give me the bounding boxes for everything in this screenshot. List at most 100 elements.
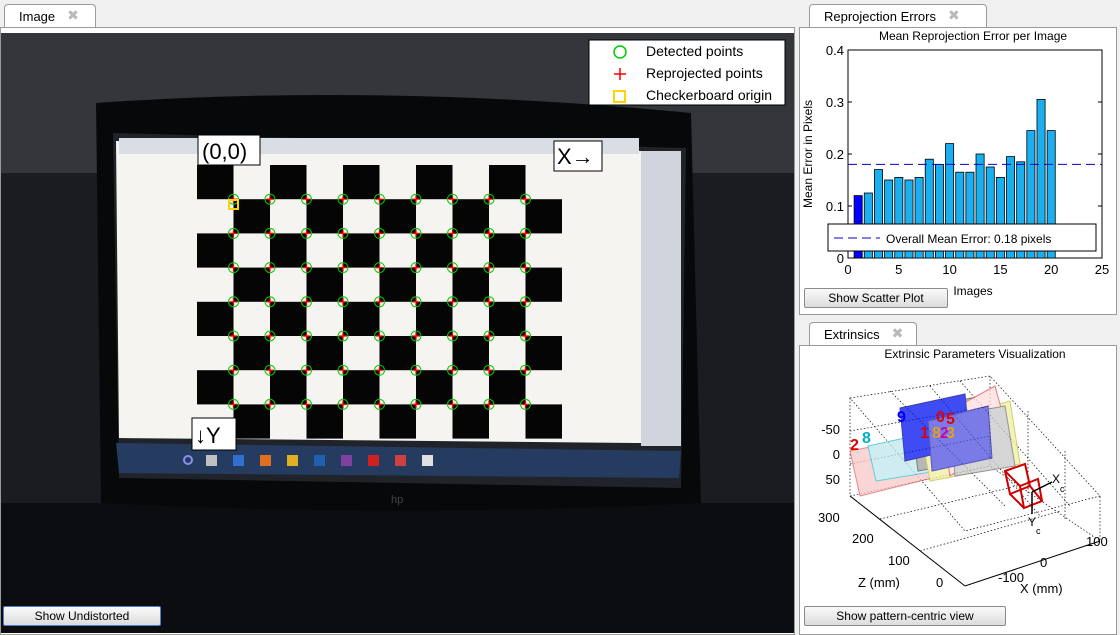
y-axis-label: ↓Y <box>195 423 221 448</box>
tab-image[interactable]: Image ✖ <box>4 4 96 27</box>
reprojected-point <box>412 297 420 306</box>
laptop-logo: hp <box>391 494 403 506</box>
show-pattern-centric-view-button[interactable]: Show pattern-centric view <box>804 606 1006 626</box>
error-bar[interactable] <box>884 179 894 259</box>
reprojected-point <box>229 263 238 272</box>
reprojected-point <box>339 195 347 204</box>
reprojected-point <box>302 195 311 204</box>
error-bar[interactable] <box>924 158 934 259</box>
checker-square <box>233 336 270 371</box>
checker-square <box>306 199 343 234</box>
camera-axes-icon <box>1031 481 1053 514</box>
detected-point <box>410 296 422 308</box>
y-tick-label: 0 <box>837 251 844 266</box>
checker-square <box>489 233 526 268</box>
error-bar[interactable] <box>914 176 924 259</box>
reprojected-point <box>229 229 238 238</box>
detected-point <box>374 364 385 376</box>
plane-label: 1 <box>920 425 929 442</box>
checker-square <box>343 370 380 405</box>
error-bar[interactable] <box>874 169 883 259</box>
checker-square <box>452 267 489 302</box>
reprojected-point <box>339 332 347 340</box>
z-axis-title: Z (mm) <box>858 575 900 590</box>
reprojected-point <box>229 332 238 340</box>
tab-extrinsics[interactable]: Extrinsics ✖ <box>809 322 917 345</box>
error-bar[interactable] <box>1006 156 1016 259</box>
close-icon[interactable]: ✖ <box>891 326 904 342</box>
plane <box>927 405 993 472</box>
detected-point <box>447 227 458 239</box>
detected-point <box>447 296 458 308</box>
reprojected-point <box>266 400 274 409</box>
x-axis-title: Images <box>953 284 992 298</box>
show-undistorted-button[interactable]: Show Undistorted <box>3 606 161 626</box>
extrinsics-chart: Extrinsic Parameters Visualization 2 891 8… <box>818 347 1108 596</box>
taskbar-app-icon <box>395 455 406 466</box>
calibration-image: hp (0,0) X→ ↓Y Detected points Reproject… <box>1 33 794 633</box>
reprojected-point <box>521 229 530 238</box>
reprojected-point <box>412 263 420 272</box>
detected-point <box>374 296 385 308</box>
detected-point <box>264 330 276 342</box>
reprojected-point <box>448 400 457 409</box>
camera-y-label: Y <box>1028 515 1036 529</box>
mean-legend-box <box>827 223 1097 252</box>
checker-square <box>416 165 453 200</box>
checker-square <box>489 370 526 405</box>
x-tick-label: 25 <box>1095 262 1109 277</box>
checker-square <box>525 199 562 234</box>
error-bar[interactable] <box>1026 130 1036 259</box>
detected-point <box>264 364 276 376</box>
reprojected-point <box>229 400 238 409</box>
mean-legend-label: Overall Mean Error: 0.18 pixels <box>886 232 1051 246</box>
y-axis-title: Mean Error in Pixels <box>801 100 815 208</box>
tab-reprojection-errors[interactable]: Reprojection Errors ✖ <box>809 4 987 27</box>
reprojected-point <box>485 366 493 375</box>
reprojected-point <box>521 195 530 204</box>
checker-square <box>270 233 307 268</box>
detected-point <box>301 262 312 274</box>
reprojected-point <box>302 332 311 340</box>
detected-point <box>410 262 422 274</box>
detected-point <box>447 398 458 410</box>
x-axis-title: X (mm) <box>1020 581 1063 596</box>
detected-point <box>337 227 349 239</box>
error-bar[interactable] <box>945 143 955 259</box>
checker-square <box>525 336 562 371</box>
error-bar[interactable] <box>985 166 995 259</box>
checker-square <box>306 336 343 371</box>
reprojected-point <box>448 229 457 238</box>
error-bar[interactable] <box>995 176 1005 259</box>
error-bar[interactable] <box>1036 99 1046 259</box>
error-bar[interactable] <box>955 171 965 259</box>
detected-point <box>520 330 531 342</box>
detected-point <box>520 262 531 274</box>
reprojection-panel: Mean Reprojection Error per Image 0 0.1 0.… <box>799 27 1117 315</box>
close-icon[interactable]: ✖ <box>67 8 79 24</box>
error-bar[interactable] <box>904 179 914 259</box>
show-scatter-plot-button[interactable]: Show Scatter Plot <box>804 288 948 308</box>
reprojected-point <box>266 332 274 340</box>
error-bar[interactable] <box>1046 130 1056 259</box>
detected-point <box>264 296 276 308</box>
detected-point <box>374 193 385 205</box>
y-tick-label: 0.2 <box>826 147 844 162</box>
error-bar[interactable] <box>965 171 975 259</box>
error-bar[interactable] <box>894 176 904 259</box>
detected-point <box>337 398 349 410</box>
reprojected-point <box>521 366 530 375</box>
error-bar[interactable] <box>1016 161 1026 259</box>
detected-point <box>337 193 349 205</box>
error-bar[interactable] <box>975 153 985 259</box>
x-tick-label: 0 <box>844 262 851 277</box>
reprojected-point <box>448 195 457 204</box>
reprojected-point <box>412 332 420 340</box>
z-tick: 0 <box>936 575 943 590</box>
tab-reprojection-label: Reprojection Errors <box>824 8 936 24</box>
close-icon[interactable]: ✖ <box>948 8 960 24</box>
checker-square <box>233 267 270 302</box>
reprojected-point <box>448 332 457 340</box>
reprojected-point <box>302 297 311 306</box>
